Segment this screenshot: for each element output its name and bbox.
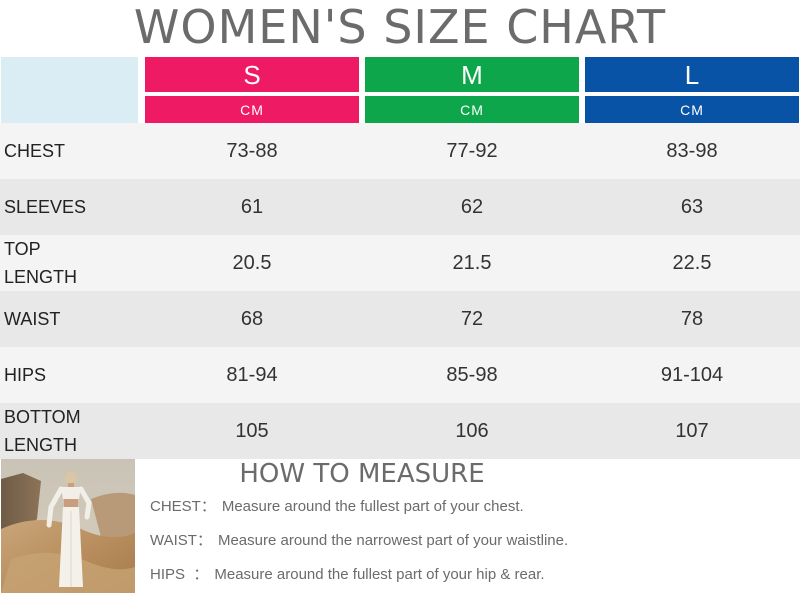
cell-waist-l: 78 (680, 308, 704, 330)
table-row-chest: CHEST 73-88 77-92 83-98 (0, 123, 800, 179)
unit-header-l: CM (585, 96, 799, 123)
unit-header-m: CM (365, 96, 579, 123)
measure-key-hips: HIPS ： (150, 566, 209, 583)
cell-hips-s: 81-94 (226, 364, 278, 386)
row-label-chest: CHEST (4, 141, 66, 161)
cell-chest-s: 73-88 (226, 140, 278, 162)
measure-desc-waist: Measure around the narrowest part of you… (217, 532, 569, 549)
header-corner-cell (1, 57, 138, 123)
unit-header-s: CM (145, 96, 359, 123)
measure-desc-chest: Measure around the fullest part of your … (221, 498, 524, 515)
row-label-sleeves: SLEEVES (4, 197, 87, 217)
row-label-top-length-line1: TOP (4, 239, 41, 259)
how-to-measure-title: HOW TO MEASURE (239, 459, 485, 489)
cell-hips-l: 91-104 (660, 364, 724, 386)
row-label-hips: HIPS (4, 365, 47, 385)
row-label-bottom-length-line1: BOTTOM (4, 407, 81, 427)
size-header-s: S (145, 57, 359, 92)
table-row-bottom-length: BOTTOM LENGTH 105 106 107 (0, 403, 800, 459)
measure-line-chest: CHEST： Measure around the fullest part of… (150, 495, 790, 519)
cell-top-length-m: 21.5 (452, 252, 492, 274)
size-header-m: M (365, 57, 579, 92)
cell-sleeves-s: 61 (240, 196, 264, 218)
measure-line-hips: HIPS ： Measure around the fullest part of… (150, 563, 790, 587)
row-label-bottom-length-line2: LENGTH (4, 435, 78, 455)
cell-waist-m: 72 (460, 308, 484, 330)
page-title: WOMEN'S SIZE CHART (133, 0, 667, 54)
cell-sleeves-l: 63 (680, 196, 704, 218)
row-label-top-length: TOP LENGTH (4, 235, 138, 291)
table-row-waist: WAIST 68 72 78 (0, 291, 800, 347)
cell-top-length-s: 20.5 (232, 252, 272, 274)
cell-sleeves-m: 62 (460, 196, 484, 218)
table-row-hips: HIPS 81-94 85-98 91-104 (0, 347, 800, 403)
measure-line-waist: WAIST： Measure around the narrowest part … (150, 529, 790, 553)
measure-key-waist: WAIST： (150, 532, 212, 549)
measure-desc-hips: Measure around the fullest part of your … (214, 566, 545, 583)
cell-hips-m: 85-98 (446, 364, 498, 386)
table-row-sleeves: SLEEVES 61 62 63 (0, 179, 800, 235)
cell-top-length-l: 22.5 (672, 252, 712, 274)
cell-chest-m: 77-92 (446, 140, 498, 162)
measure-key-chest: CHEST： (150, 498, 216, 515)
table-row-top-length: TOP LENGTH 20.5 21.5 22.5 (0, 235, 800, 291)
size-header-l: L (585, 57, 799, 92)
model-photo-illustration (1, 459, 135, 593)
row-label-waist: WAIST (4, 309, 61, 329)
cell-chest-l: 83-98 (666, 140, 718, 162)
cell-bottom-length-s: 105 (235, 420, 269, 442)
row-label-bottom-length: BOTTOM LENGTH (4, 403, 138, 459)
row-label-top-length-line2: LENGTH (4, 267, 78, 287)
cell-bottom-length-l: 107 (675, 420, 709, 442)
cell-waist-s: 68 (240, 308, 264, 330)
model-photo (1, 459, 135, 593)
cell-bottom-length-m: 106 (455, 420, 489, 442)
